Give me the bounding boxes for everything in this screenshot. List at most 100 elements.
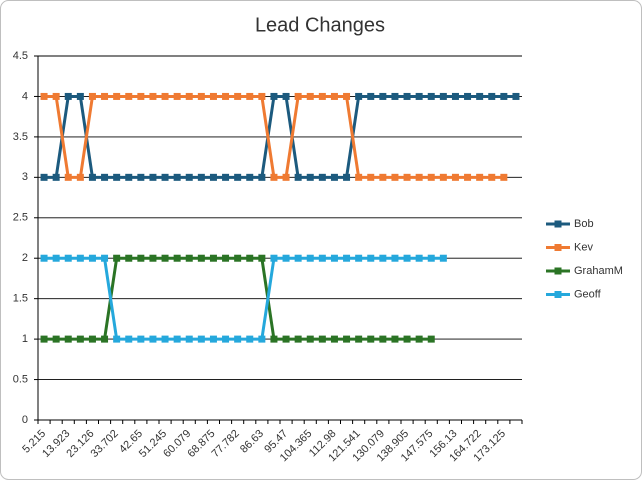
point-marker — [185, 254, 193, 262]
point-marker — [113, 254, 121, 262]
point-marker — [234, 254, 242, 262]
point-marker — [125, 173, 133, 181]
point-marker — [64, 335, 72, 343]
point-marker — [379, 92, 387, 100]
point-marker — [222, 173, 230, 181]
point-marker — [125, 92, 133, 100]
point-marker — [149, 335, 157, 343]
point-marker — [64, 92, 72, 100]
point-marker — [306, 335, 314, 343]
y-tick-label: 0 — [22, 414, 28, 426]
point-marker — [113, 92, 121, 100]
point-marker — [161, 335, 169, 343]
point-marker — [512, 92, 520, 100]
point-marker — [197, 254, 205, 262]
point-marker — [246, 173, 254, 181]
legend-marker — [554, 220, 562, 228]
point-marker — [52, 254, 60, 262]
point-marker — [500, 92, 508, 100]
y-tick-label: 2.5 — [13, 212, 28, 224]
point-marker — [149, 92, 157, 100]
legend-marker — [554, 267, 562, 275]
legend-label: GrahamM — [574, 265, 623, 277]
point-marker — [379, 254, 387, 262]
point-marker — [415, 173, 423, 181]
point-marker — [451, 173, 459, 181]
point-marker — [427, 173, 435, 181]
point-marker — [379, 173, 387, 181]
point-marker — [270, 173, 278, 181]
point-marker — [367, 254, 375, 262]
point-marker — [306, 92, 314, 100]
series-line — [44, 256, 444, 341]
point-marker — [173, 254, 181, 262]
point-marker — [246, 335, 254, 343]
point-marker — [173, 335, 181, 343]
point-marker — [270, 92, 278, 100]
point-marker — [258, 335, 266, 343]
point-marker — [282, 254, 290, 262]
point-marker — [500, 173, 508, 181]
point-marker — [258, 254, 266, 262]
chart-title: Lead Changes — [255, 14, 385, 36]
point-marker — [343, 173, 351, 181]
point-marker — [367, 335, 375, 343]
y-tick-label: 0.5 — [13, 373, 28, 385]
point-marker — [137, 92, 145, 100]
point-marker — [330, 254, 338, 262]
point-marker — [343, 254, 351, 262]
legend-label: Bob — [574, 218, 594, 230]
point-marker — [52, 335, 60, 343]
y-tick-label: 3 — [22, 171, 28, 183]
point-marker — [318, 335, 326, 343]
point-marker — [209, 173, 217, 181]
point-marker — [391, 335, 399, 343]
point-marker — [209, 92, 217, 100]
point-marker — [282, 92, 290, 100]
point-marker — [403, 254, 411, 262]
point-marker — [113, 335, 121, 343]
point-marker — [173, 92, 181, 100]
point-marker — [427, 335, 435, 343]
point-marker — [52, 92, 60, 100]
point-marker — [209, 254, 217, 262]
point-marker — [161, 254, 169, 262]
point-marker — [125, 254, 133, 262]
point-marker — [318, 92, 326, 100]
point-marker — [415, 92, 423, 100]
point-marker — [64, 254, 72, 262]
point-marker — [40, 173, 48, 181]
point-marker — [40, 335, 48, 343]
point-marker — [40, 92, 48, 100]
point-marker — [149, 173, 157, 181]
point-marker — [355, 92, 363, 100]
point-marker — [330, 92, 338, 100]
point-marker — [451, 92, 459, 100]
point-marker — [439, 92, 447, 100]
point-marker — [476, 173, 484, 181]
point-marker — [101, 92, 109, 100]
point-marker — [125, 335, 133, 343]
legend-marker — [554, 291, 562, 298]
point-marker — [306, 254, 314, 262]
point-marker — [40, 254, 48, 262]
point-marker — [294, 254, 302, 262]
point-marker — [270, 335, 278, 343]
point-marker — [64, 173, 72, 181]
point-marker — [294, 92, 302, 100]
point-marker — [464, 92, 472, 100]
point-marker — [488, 92, 496, 100]
point-marker — [306, 173, 314, 181]
point-marker — [379, 335, 387, 343]
legend-marker — [554, 244, 562, 251]
point-marker — [258, 92, 266, 100]
point-marker — [318, 254, 326, 262]
point-marker — [246, 254, 254, 262]
point-marker — [113, 173, 121, 181]
point-marker — [185, 335, 193, 343]
point-marker — [282, 335, 290, 343]
point-marker — [76, 254, 84, 262]
point-marker — [76, 335, 84, 343]
